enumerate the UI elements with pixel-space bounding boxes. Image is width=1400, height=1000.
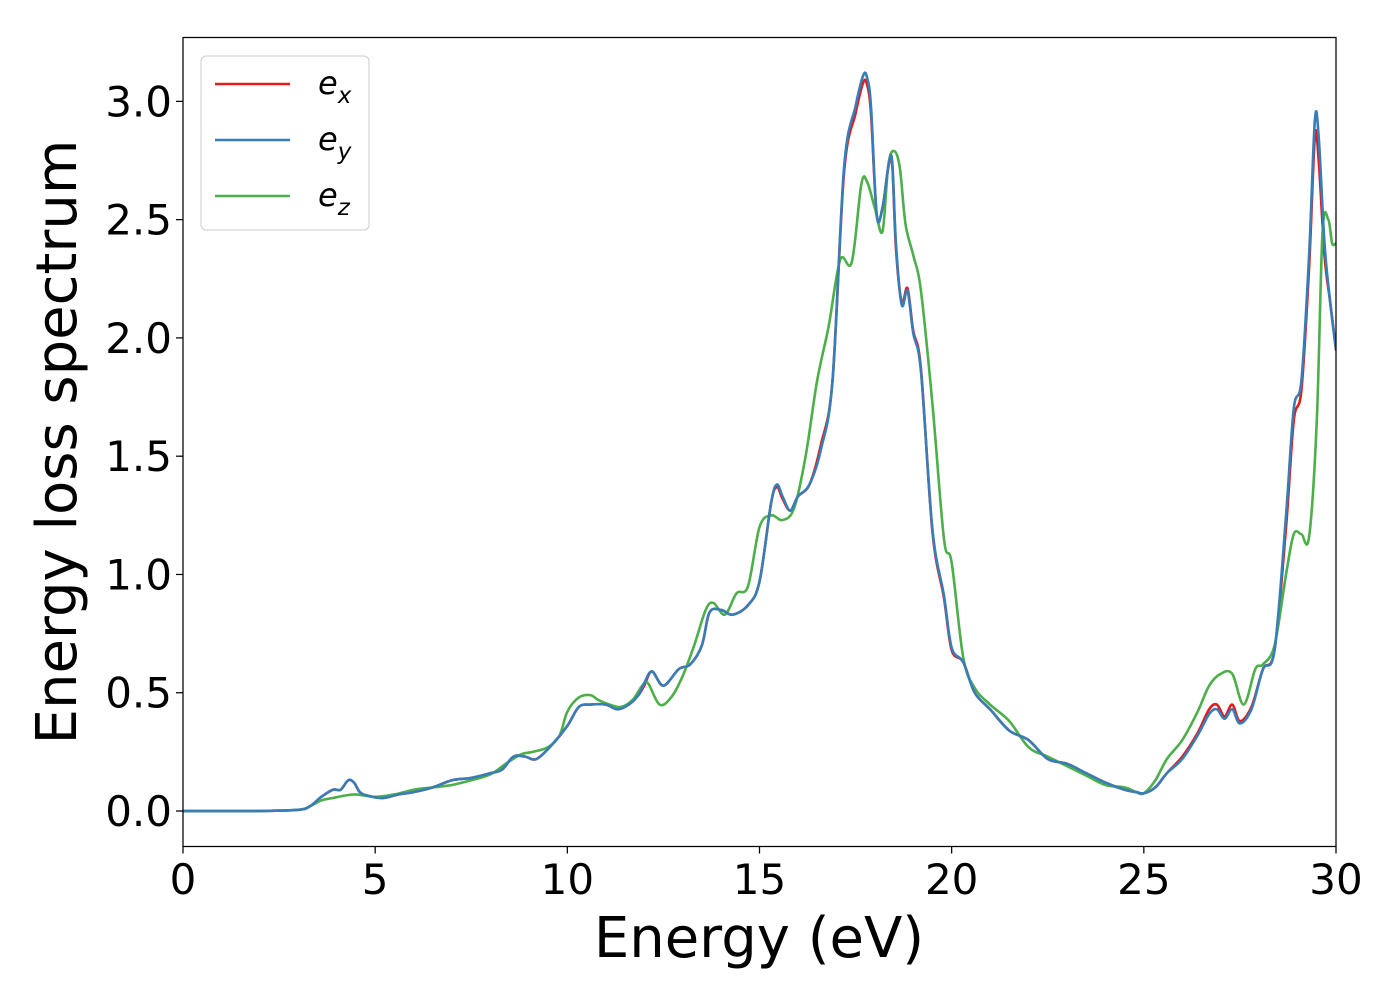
legend-label-x: ex bbox=[318, 64, 352, 109]
y-tick-label: 0.0 bbox=[105, 787, 172, 836]
y-tick-label: 3.0 bbox=[105, 77, 172, 126]
x-tick-label: 0 bbox=[170, 855, 197, 904]
x-tick-label: 5 bbox=[362, 855, 389, 904]
x-axis: 0 5 10 15 20 25 30 bbox=[170, 846, 1363, 904]
x-tick-label: 20 bbox=[925, 855, 978, 904]
legend-box bbox=[200, 55, 370, 231]
y-tick-label: 2.0 bbox=[105, 314, 172, 363]
x-tick-label: 10 bbox=[541, 855, 594, 904]
y-tick-label: 1.5 bbox=[105, 432, 172, 481]
x-tick-label: 30 bbox=[1309, 855, 1362, 904]
y-tick-label: 1.0 bbox=[105, 550, 172, 599]
y-axis-label: Energy loss spectrum bbox=[25, 140, 90, 745]
plot-lines bbox=[183, 71, 1336, 813]
series-line-y bbox=[183, 71, 1336, 813]
legend-label-z: ez bbox=[318, 176, 351, 221]
y-axis: 0.0 0.5 1.0 1.5 2.0 2.5 3.0 bbox=[105, 77, 183, 836]
series-line-z bbox=[183, 149, 1336, 813]
legend: ex ey ez bbox=[200, 55, 370, 231]
y-tick-label: 2.5 bbox=[105, 196, 172, 245]
y-tick-label: 0.5 bbox=[105, 669, 172, 718]
x-axis-label: Energy (eV) bbox=[594, 906, 924, 971]
x-tick-label: 15 bbox=[733, 855, 786, 904]
x-tick-label: 25 bbox=[1117, 855, 1170, 904]
legend-label-y: ey bbox=[318, 120, 352, 165]
